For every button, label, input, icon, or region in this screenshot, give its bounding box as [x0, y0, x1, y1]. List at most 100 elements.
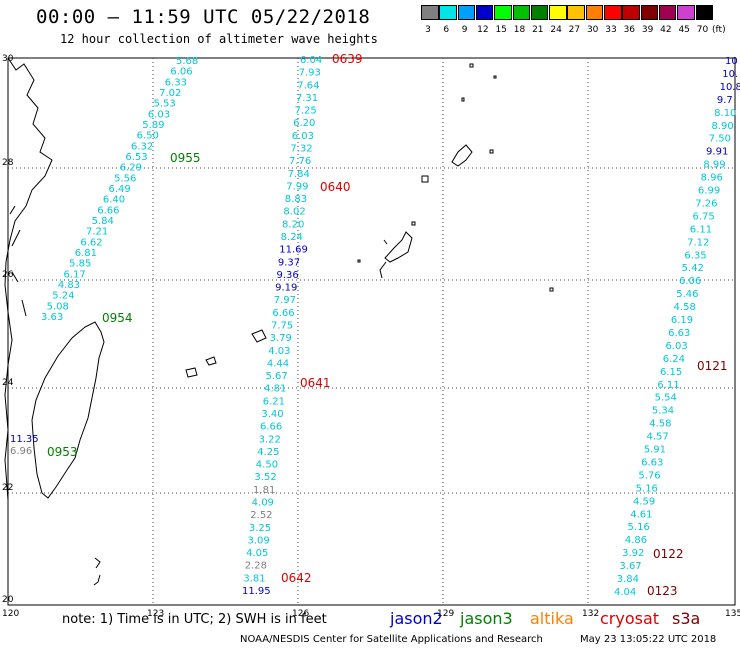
- legend-label: 24: [550, 25, 562, 35]
- lat-label: 20: [2, 595, 14, 605]
- pass-time-label: 0123: [647, 584, 678, 598]
- wave-height-value: 5.56: [114, 173, 136, 184]
- credit-text: NOAA/NESDIS Center for Satellite Applica…: [240, 634, 543, 645]
- wave-height-value: 3.52: [254, 472, 276, 483]
- map-frame: [7, 57, 736, 606]
- wave-height-value: 7.02: [159, 88, 181, 99]
- chart-subtitle: 12 hour collection of altimeter wave hei…: [60, 32, 378, 46]
- wave-height-value: 6.24: [663, 354, 685, 365]
- wave-height-value: 3.67: [619, 561, 641, 572]
- wave-height-value: 8.24: [281, 232, 303, 243]
- wave-height-value: 4.58: [674, 302, 696, 313]
- satellite-name: cryosat: [600, 609, 660, 628]
- wave-height-value: 7.99: [286, 181, 308, 192]
- satellite-name: jason3: [460, 609, 513, 628]
- wave-height-value: 2.52: [250, 510, 272, 521]
- pass-time-label: 0639: [332, 52, 363, 66]
- wave-height-value: 8.20: [282, 219, 304, 230]
- wave-height-value: 7.25: [294, 106, 316, 117]
- wave-height-value: 9.7: [717, 95, 733, 106]
- legend-label: 15: [495, 25, 507, 35]
- amami-coastline: [451, 144, 473, 167]
- legend-swatch: [439, 5, 457, 20]
- wave-height-value: 3.25: [249, 523, 271, 534]
- wave-height-value: 3.22: [259, 434, 281, 445]
- wave-height-value: 4.04: [614, 587, 636, 598]
- wave-height-value: 6.17: [64, 269, 86, 280]
- wave-height-value: 5.34: [652, 406, 674, 417]
- wave-height-value: 6.04: [300, 55, 322, 66]
- footer-note: note: 1) Time is in UTC; 2) SWH is in fe…: [62, 612, 327, 627]
- legend-label: 21: [532, 25, 544, 35]
- wave-height-value: 6.03: [665, 341, 687, 352]
- wave-height-value: 6.81: [75, 248, 97, 259]
- legend-swatch: [695, 5, 713, 20]
- legend-label: 12: [477, 25, 489, 35]
- wave-height-value: 5.16: [628, 522, 650, 533]
- wave-height-value: 11.69: [279, 245, 308, 256]
- wave-height-value: 6.40: [103, 195, 125, 206]
- wave-height-value: 3.92: [622, 548, 644, 559]
- wave-height-value: 9.91: [706, 147, 728, 158]
- lat-label: 22: [2, 483, 13, 493]
- legend-label: 42: [660, 25, 672, 35]
- wave-height-value: 6.20: [293, 118, 315, 129]
- wave-height-value: 5.91: [644, 445, 666, 456]
- lat-lon-grid: [7, 57, 736, 606]
- wave-height-value: 8.99: [703, 160, 725, 171]
- wave-height-value: 4.25: [257, 447, 279, 458]
- wave-height-value: 5.67: [265, 371, 287, 382]
- legend-label: 6: [443, 25, 450, 35]
- lon-label: 123: [147, 609, 164, 619]
- wave-height-value: 6.50: [137, 131, 159, 142]
- wave-height-value: 6.03: [148, 109, 170, 120]
- wave-height-value: 4.81: [264, 384, 286, 395]
- wave-height-value: 3.84: [617, 574, 639, 585]
- pass-time-label: 0122: [653, 547, 684, 561]
- coastlines: [4, 57, 554, 586]
- wave-height-value: 7.76: [289, 156, 311, 167]
- wave-height-value: 3.63: [41, 312, 63, 323]
- legend-swatch: [549, 5, 567, 20]
- wave-height-value: 7.31: [296, 93, 318, 104]
- satellite-name: jason2: [390, 609, 443, 628]
- legend-swatch: [494, 5, 512, 20]
- wave-height-value: 7.75: [271, 321, 293, 332]
- wave-height-value: 4.83: [58, 280, 80, 291]
- legend-label: 33: [605, 25, 617, 35]
- wave-height-value: 9.37: [278, 257, 300, 268]
- wave-height-value: 3.79: [270, 333, 292, 344]
- wave-height-value: 5.53: [154, 99, 176, 110]
- wave-height-value: 6.21: [263, 396, 285, 407]
- wave-height-value: 6.96: [10, 446, 32, 457]
- wave-height-value: 5.85: [69, 259, 91, 270]
- wave-height-value: 6.66: [260, 422, 282, 433]
- pass-time-label: 0641: [300, 376, 331, 390]
- china-coastline: [4, 57, 53, 501]
- lat-label: 26: [2, 270, 14, 280]
- legend-label: 30: [586, 25, 599, 35]
- wave-height-value: 5.16: [636, 483, 658, 494]
- wave-height-value: 6.63: [641, 457, 663, 468]
- timestamp-text: May 23 13:05:22 UTC 2018: [580, 634, 717, 645]
- chart-title: 00:00 – 11:59 UTC 05/22/2018: [36, 6, 371, 28]
- wave-height-value: 4.05: [246, 548, 268, 559]
- lat-label: 24: [2, 378, 14, 388]
- lat-label: 28: [2, 158, 14, 168]
- wave-height-value: 10.8: [720, 82, 740, 93]
- wave-height-value: 7.64: [297, 80, 319, 91]
- satellite-name: s3a: [672, 609, 701, 628]
- wave-height-value: 5.84: [92, 216, 114, 227]
- yaeyama-coastline: [185, 367, 198, 378]
- wave-height-value: 8.10: [714, 108, 736, 119]
- wave-height-value: 4.58: [649, 419, 671, 430]
- legend-swatch: [585, 5, 604, 20]
- wave-height-value: 9.19: [275, 283, 297, 294]
- pass-time-label: 0954: [102, 311, 133, 325]
- okinawa-coastline: [384, 231, 413, 263]
- wave-height-value: 8.90: [711, 121, 733, 132]
- wave-height-value: 8.83: [285, 194, 307, 205]
- legend-swatch: [475, 5, 494, 20]
- wave-height-value: 5.54: [655, 393, 677, 404]
